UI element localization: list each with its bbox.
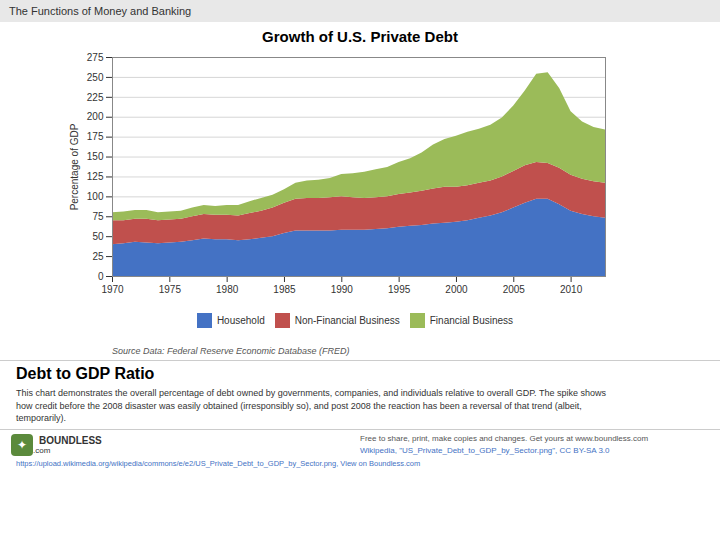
html-text:Free to share, print, make cop: Free to share, print, make copies and ch…: [360, 434, 649, 444]
svg-text:2010: 2010: [560, 284, 583, 295]
svg-text:1995: 1995: [388, 284, 411, 295]
svg-text:150: 150: [87, 151, 104, 162]
svg-text:225: 225: [87, 92, 104, 103]
svg-text:25: 25: [92, 251, 104, 262]
html-text:Growth of U.S. Private Debt: Growth of U.S. Private Debt: [262, 28, 458, 45]
html-text:Financial Business: Financial Business: [429, 315, 514, 326]
svg-text:2000: 2000: [445, 284, 468, 295]
svg-text:1975: 1975: [159, 284, 182, 295]
svg-text:1970: 1970: [101, 284, 124, 295]
svg-text:1985: 1985: [273, 284, 296, 295]
html-text:Non-Financial Business: Non-Financial Business: [294, 315, 400, 326]
html-text:Wikipedia, "US_Private_Debt_to: Wikipedia, "US_Private_Debt_to_GDP_by_Se…: [360, 446, 610, 456]
svg-text:0: 0: [98, 271, 104, 282]
svg-text:Percentage of GDP: Percentage of GDP: [69, 123, 80, 210]
html-text:The Functions of Money and Ban: The Functions of Money and Banking: [9, 5, 192, 17]
svg-text:100: 100: [87, 191, 104, 202]
svg-text:75: 75: [92, 211, 104, 222]
svg-text:275: 275: [87, 52, 104, 63]
svg-text:125: 125: [87, 171, 104, 182]
html-text:Source Data: Federal Reserve E: Source Data: Federal Reserve Economic Da…: [112, 346, 350, 356]
svg-text:2005: 2005: [503, 284, 526, 295]
svg-text:1990: 1990: [331, 284, 354, 295]
html-text:.com: .com: [33, 445, 51, 455]
html-text:BOUNDLESS: BOUNDLESS: [39, 434, 102, 446]
html-text:Household: Household: [216, 315, 265, 326]
svg-text:175: 175: [87, 131, 104, 142]
svg-text:200: 200: [87, 111, 104, 122]
html-text:This chart demonstrates the ov: This chart demonstrates the overall perc…: [16, 388, 606, 424]
svg-text:1980: 1980: [216, 284, 239, 295]
html-text:https://upload.wikimedia.org/w: https://upload.wikimedia.org/wikipedia/c…: [16, 458, 421, 468]
svg-text:250: 250: [87, 72, 104, 83]
svg-text:50: 50: [92, 231, 104, 242]
html-text:Debt to GDP Ratio: Debt to GDP Ratio: [16, 365, 155, 382]
